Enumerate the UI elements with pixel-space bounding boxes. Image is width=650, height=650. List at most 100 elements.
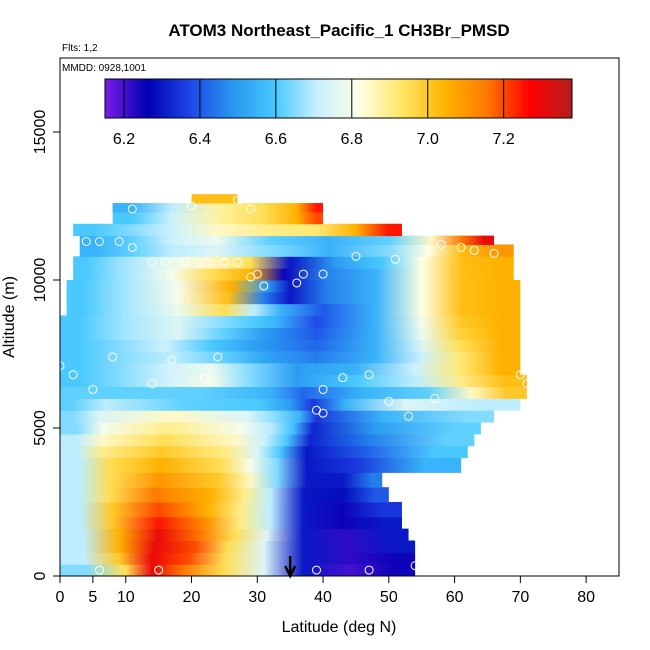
colorbar-tick-label: 6.4 [189, 131, 211, 148]
flight-point [180, 257, 190, 267]
heatmap-band [60, 315, 521, 328]
heatmap-band [79, 235, 495, 245]
flight-point [436, 239, 446, 249]
x-axis: 0 5 10 20 30 40 50 60 70 80 [56, 576, 595, 606]
flight-point [489, 248, 499, 258]
flight-point [187, 201, 197, 211]
flight-point [246, 204, 256, 214]
flight-point [154, 565, 164, 575]
flight-point [219, 257, 229, 267]
flight-point [259, 281, 269, 291]
heatmap-band [73, 256, 514, 269]
heatmap-band [60, 362, 521, 376]
colorbar-tick-label: 7.0 [417, 131, 439, 148]
heatmap-band [79, 244, 514, 257]
flight-points [55, 195, 532, 575]
x-tick-label: 10 [117, 589, 135, 606]
flight-point [94, 237, 104, 247]
flight-point [390, 254, 400, 264]
heatmap-band [66, 291, 521, 305]
heatmap-band [191, 194, 238, 204]
flight-point [338, 373, 348, 383]
flight-point [318, 408, 328, 418]
heatmap-band [60, 410, 495, 423]
heatmap-band [73, 223, 402, 237]
flight-point [522, 379, 532, 389]
heatmap-band [60, 327, 521, 340]
flight-point [147, 257, 157, 267]
flight-point [252, 269, 262, 279]
colorbar-tick-label: 6.8 [341, 131, 363, 148]
flight-point [94, 565, 104, 575]
heatmap-band [60, 433, 475, 447]
flight-point [410, 561, 420, 571]
flight-point [68, 370, 78, 380]
flight-point [404, 411, 414, 421]
flight-point [311, 565, 321, 575]
colorbar-tick-label: 6.2 [113, 131, 135, 148]
colorbar-tick-label: 7.2 [493, 131, 515, 148]
x-tick-label: 50 [380, 589, 398, 606]
flight-point [456, 242, 466, 252]
heatmap-band [60, 457, 462, 473]
heatmap-band [60, 351, 521, 364]
flight-point [147, 379, 157, 389]
heatmap-band [60, 502, 402, 518]
x-tick-label: 80 [577, 589, 595, 606]
x-tick-label: 60 [446, 589, 464, 606]
flight-point [351, 251, 361, 261]
x-tick-label: 70 [511, 589, 529, 606]
heatmap-band [60, 398, 521, 411]
flight-point [384, 396, 394, 406]
flight-point [430, 393, 440, 403]
flight-point [114, 237, 124, 247]
x-tick-label: 0 [56, 589, 65, 606]
y-tick-label: 0 [32, 571, 49, 580]
flight-point [213, 352, 223, 362]
heatmap-band [60, 528, 409, 541]
heatmap-band [60, 374, 527, 388]
heatmap-band [66, 303, 521, 317]
y-axis-label: Altitude (m) [1, 276, 18, 358]
heatmap-band [112, 211, 324, 225]
x-axis-label: Latitude (deg N) [282, 619, 397, 636]
flight-point [88, 385, 98, 395]
heatmap-band [60, 386, 527, 399]
heatmap-band [60, 445, 468, 459]
flight-point [469, 245, 479, 255]
flight-point [318, 269, 328, 279]
flight-point [364, 370, 374, 380]
flights-label: Flts: 1,2 [62, 43, 98, 54]
flight-point [127, 242, 137, 252]
flight-point [167, 355, 177, 365]
heatmap-band [60, 564, 416, 577]
heatmap-band [66, 280, 521, 293]
flight-point [233, 257, 243, 267]
flight-point [200, 373, 210, 383]
x-tick-label: 40 [314, 589, 332, 606]
heatmap-band [73, 268, 514, 281]
colorbar: 6.2 6.4 6.6 6.8 7.0 7.2 [104, 78, 573, 148]
heatmap-band [112, 203, 324, 213]
chart-title: ATOM3 Northeast_Pacific_1 CH3Br_PMSD [168, 21, 509, 40]
heatmap-band [60, 422, 481, 435]
heatmap-band [60, 540, 416, 553]
x-tick-label: 20 [183, 589, 201, 606]
colorbar-gradient [104, 78, 573, 119]
plot-frame [59, 57, 620, 577]
flight-point [200, 257, 210, 267]
flight-point [515, 370, 525, 380]
heatmap-band [60, 472, 383, 488]
flight-point [160, 257, 170, 267]
date-label: MMDD: 0928,1001 [62, 63, 146, 74]
y-tick-label: 15000 [32, 110, 49, 155]
heatmap-band [60, 339, 521, 352]
heatmap-band [60, 552, 416, 565]
flight-point [364, 565, 374, 575]
flight-point [298, 269, 308, 279]
flight-point [233, 195, 243, 205]
flight-point [108, 352, 118, 362]
y-axis: 0 5000 10000 15000 [32, 110, 60, 580]
heatmap-band [60, 516, 402, 530]
